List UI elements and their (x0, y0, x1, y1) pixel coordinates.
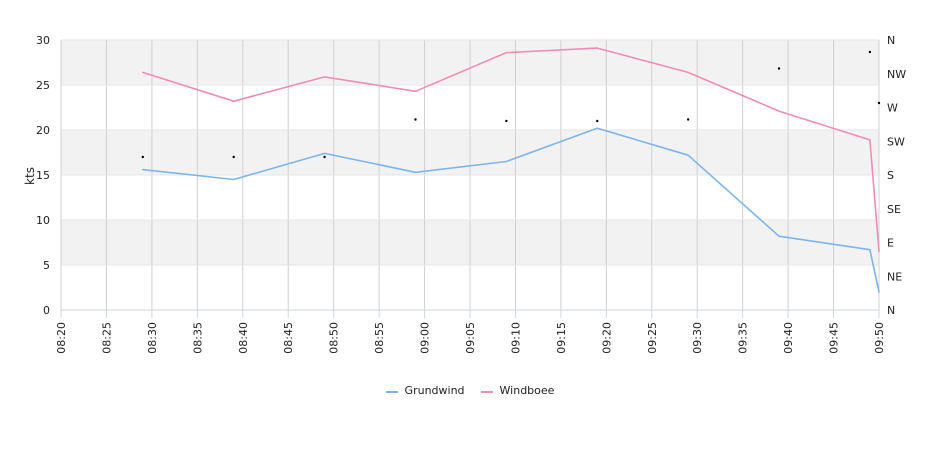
y2-tick-label: W (887, 102, 898, 115)
x-tick-label: 09:40 (782, 322, 795, 354)
x-tick-label: 09:20 (600, 322, 613, 354)
x-tick-label: 08:20 (55, 322, 68, 354)
y2-tick-label: SW (887, 135, 905, 148)
x-axis-ticks: 08:20 08:25 08:30 08:35 08:40 08:45 08:50 08:55… (55, 310, 886, 354)
x-tick-label: 08:35 (191, 322, 204, 354)
x-tick-label: 08:50 (328, 322, 341, 354)
y2-tick-label: NW (887, 68, 906, 81)
direction-point (505, 119, 508, 123)
x-tick-label: 09:10 (509, 322, 522, 354)
legend-item-windboee[interactable]: Windboee (480, 384, 555, 397)
direction-point (414, 118, 417, 121)
y2-tick-label: NE (887, 270, 902, 283)
direction-point (323, 155, 326, 159)
y-tick-label: 10 (36, 214, 50, 227)
direction-point (868, 50, 872, 54)
y2-tick-label: S (887, 169, 894, 182)
series-line-grundwind (142, 127, 880, 293)
y2-axis-ticks: N NE E SE S SW W NW N (887, 34, 906, 317)
y-tick-label: 5 (43, 259, 50, 272)
y2-tick-label: SE (887, 203, 901, 216)
legend-swatch (480, 390, 493, 393)
y-axis-ticks: 0 5 10 15 20 25 30 (36, 34, 50, 317)
direction-point (141, 155, 144, 159)
x-tick-label: 09:15 (555, 322, 568, 354)
y-axis-title: kts (23, 167, 37, 185)
legend-item-grundwind[interactable]: Grundwind (385, 384, 465, 397)
legend-label: Grundwind (404, 384, 465, 397)
series-line-windboee (142, 47, 880, 253)
x-tick-label: 08:45 (282, 322, 295, 354)
direction-point (877, 101, 881, 105)
y-tick-label: 15 (36, 169, 50, 182)
y-tick-label: 30 (36, 34, 50, 47)
direction-point (686, 118, 690, 121)
y-tick-label: 20 (36, 124, 50, 137)
direction-point (596, 119, 599, 123)
x-tick-label: 09:45 (828, 322, 841, 354)
x-tick-label: 08:30 (146, 322, 159, 354)
legend-label: Windboee (499, 384, 555, 397)
x-tick-label: 09:25 (646, 322, 659, 354)
x-tick-label: 09:00 (419, 322, 432, 354)
series-lines (142, 47, 880, 293)
x-tick-label: 09:30 (691, 322, 704, 354)
y2-tick-label: N (887, 304, 895, 317)
y-tick-label: 25 (36, 79, 50, 92)
y2-tick-label: N (887, 34, 895, 47)
direction-point (232, 155, 235, 159)
x-tick-label: 08:55 (373, 322, 386, 354)
direction-points (141, 50, 881, 159)
x-tick-label: 09:35 (737, 322, 750, 354)
direction-point (777, 67, 781, 70)
x-tick-label: 08:25 (100, 322, 113, 354)
legend-swatch (385, 390, 398, 393)
y-tick-label: 0 (43, 304, 50, 317)
y2-tick-label: E (887, 237, 894, 250)
x-tick-label: 09:50 (873, 322, 886, 354)
x-tick-label: 08:40 (237, 322, 250, 354)
x-tick-label: 09:05 (464, 322, 477, 354)
chart-legend: Grundwind Windboee (0, 384, 940, 397)
